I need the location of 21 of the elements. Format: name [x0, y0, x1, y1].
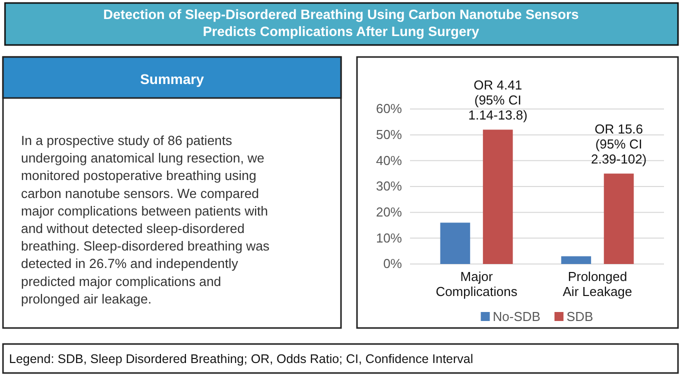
y-tick-label: 20%: [376, 204, 402, 220]
annotation: OR 15.6 (95% CI 2.39-102): [590, 122, 647, 167]
bar: [604, 174, 634, 264]
text: Summary: [140, 71, 204, 87]
y-tick-label: 10%: [376, 230, 402, 246]
bar: [561, 256, 592, 264]
bar: [482, 130, 513, 264]
text: In a prospective study of 86 patients undergoing anatomical lung resection, we monitored postoperative breathing using carbon nanotube sensors. We compared major complications between patients with and without detected sleep-disordered breathing. Sleep-disordered breathing was detected in 26.7% and independently predicted major complications and prolonged air leakage.: [21, 133, 270, 306]
text: Legend: SDB, Sleep Disordered Breathing; OR, Odds Ratio; CI, Confidence Interval: [9, 352, 474, 366]
y-tick-label: 50%: [376, 126, 402, 142]
y-tick-label: 40%: [376, 152, 402, 168]
y-tick-label: 60%: [376, 101, 402, 116]
legend-label: No-SDB: [492, 309, 540, 324]
x-tick-label: Prolonged Air Leakage: [562, 269, 632, 299]
annotation: OR 4.41 (95% CI 1.14-13.8): [468, 78, 528, 123]
y-tick-label: 30%: [376, 178, 402, 194]
bar: [440, 222, 470, 264]
legend-label: SDB: [566, 309, 594, 324]
text: Detection of Sleep-Disordered Breathing Using Carbon Nanotube Sensors Predicts Complications After Lung Surgery: [103, 7, 579, 39]
y-tick-label: 0%: [383, 256, 402, 272]
x-tick-label: Major Complications: [436, 269, 518, 299]
